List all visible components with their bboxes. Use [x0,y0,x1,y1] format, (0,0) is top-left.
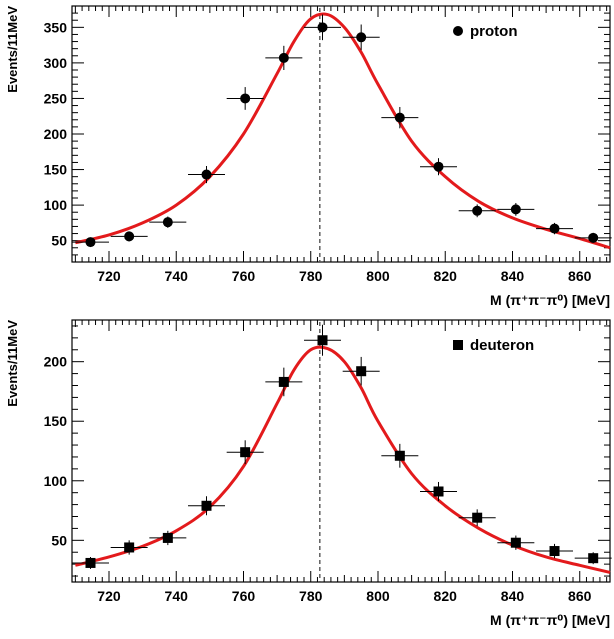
bottom-data-point [201,500,212,511]
top-y-tick-label: 100 [44,197,68,213]
bottom-data-point [85,557,96,568]
bottom-legend-label: deuteron [470,337,534,354]
top-y-tick-label: 350 [44,19,68,35]
bottom-data-point [317,335,328,346]
top-y-tick-label: 150 [44,162,68,178]
top-data-point [85,237,96,248]
top-data-point [588,232,599,243]
bottom-y-tick-label: 50 [51,532,67,548]
bottom-data-point [510,537,521,548]
top-y-axis-label: Events/11MeV [5,6,20,93]
top-data-point [124,231,135,242]
top-x-tick-label: 840 [501,268,525,284]
bottom-x-tick-label: 760 [232,588,256,604]
bottom-plot-frame [71,319,611,583]
bottom-fit-curve [75,345,611,574]
bottom-y-tick-label: 200 [44,354,68,370]
bottom-legend-marker [453,340,463,350]
top-data-point [278,52,289,63]
top-y-tick-label: 300 [44,55,68,71]
top-data-point [549,223,560,234]
top-x-axis-label: M (π⁺π⁻π⁰) [MeV] [490,292,610,308]
bottom-x-tick-label: 820 [434,588,458,604]
bottom-data-point [124,542,135,553]
bottom-data-point [240,447,251,458]
bottom-data-point [433,486,444,497]
bottom-panel: 720 740 760 780 800 820 840 860 50 100 150 200 Event… [5,319,612,628]
top-y-tick-label: 250 [44,90,68,106]
top-x-tick-label: 820 [434,268,458,284]
bottom-data-point [394,450,405,461]
bottom-data-point [162,532,173,543]
bottom-data-point [356,366,367,377]
bottom-x-tick-label: 740 [165,588,189,604]
top-legend-marker [453,26,463,36]
top-x-tick-label: 720 [97,268,121,284]
top-data-point [510,204,521,215]
top-data-point [240,93,251,104]
top-y-tick-label: 50 [51,233,67,249]
bottom-data-point [549,546,560,557]
top-legend-label: proton [470,23,517,40]
top-y-tick-label: 200 [44,126,68,142]
top-x-tick-label: 800 [366,268,390,284]
top-x-tick-label: 760 [232,268,256,284]
top-data-point [356,32,367,43]
top-x-tick-label: 860 [568,268,592,284]
top-fit-curve [75,12,611,250]
top-x-tick-label: 740 [165,268,189,284]
bottom-x-tick-label: 720 [97,588,121,604]
bottom-x-tick-label: 780 [299,588,323,604]
top-data-point [317,22,328,33]
top-data-point [433,161,444,172]
top-data-point [472,205,483,216]
bottom-x-tick-label: 840 [501,588,525,604]
top-data-point [394,112,405,123]
bottom-x-axis-label: M (π⁺π⁻π⁰) [MeV] [490,612,610,628]
bottom-data-point [278,376,289,387]
bottom-x-tick-label: 860 [568,588,592,604]
top-data-point [162,217,173,228]
bottom-data-point [588,553,599,564]
top-data-point [201,169,212,180]
top-panel: 720 740 760 780 800 820 840 860 50 100 150 200 250 30… [5,5,612,308]
bottom-data-point [472,512,483,523]
bottom-y-axis-label: Events/11MeV [5,320,20,407]
bottom-y-tick-label: 150 [44,413,68,429]
top-x-tick-label: 780 [299,268,323,284]
bottom-x-tick-label: 800 [366,588,390,604]
bottom-y-tick-label: 100 [44,473,68,489]
